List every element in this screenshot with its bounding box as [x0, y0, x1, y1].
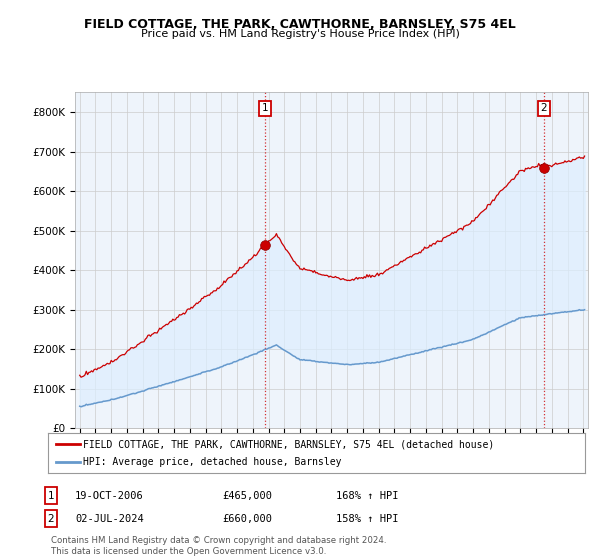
Text: HPI: Average price, detached house, Barnsley: HPI: Average price, detached house, Barn…: [83, 458, 341, 467]
Text: 02-JUL-2024: 02-JUL-2024: [75, 514, 144, 524]
Text: Contains HM Land Registry data © Crown copyright and database right 2024.
This d: Contains HM Land Registry data © Crown c…: [51, 536, 386, 556]
Text: 1: 1: [262, 103, 269, 113]
Text: FIELD COTTAGE, THE PARK, CAWTHORNE, BARNSLEY, S75 4EL: FIELD COTTAGE, THE PARK, CAWTHORNE, BARN…: [84, 18, 516, 31]
Text: £660,000: £660,000: [222, 514, 272, 524]
Text: 1: 1: [47, 491, 55, 501]
Text: 2: 2: [47, 514, 55, 524]
Text: Price paid vs. HM Land Registry's House Price Index (HPI): Price paid vs. HM Land Registry's House …: [140, 29, 460, 39]
Text: FIELD COTTAGE, THE PARK, CAWTHORNE, BARNSLEY, S75 4EL (detached house): FIELD COTTAGE, THE PARK, CAWTHORNE, BARN…: [83, 439, 494, 449]
Text: 158% ↑ HPI: 158% ↑ HPI: [336, 514, 398, 524]
Text: 19-OCT-2006: 19-OCT-2006: [75, 491, 144, 501]
Text: 2: 2: [541, 103, 547, 113]
Text: 168% ↑ HPI: 168% ↑ HPI: [336, 491, 398, 501]
Text: £465,000: £465,000: [222, 491, 272, 501]
